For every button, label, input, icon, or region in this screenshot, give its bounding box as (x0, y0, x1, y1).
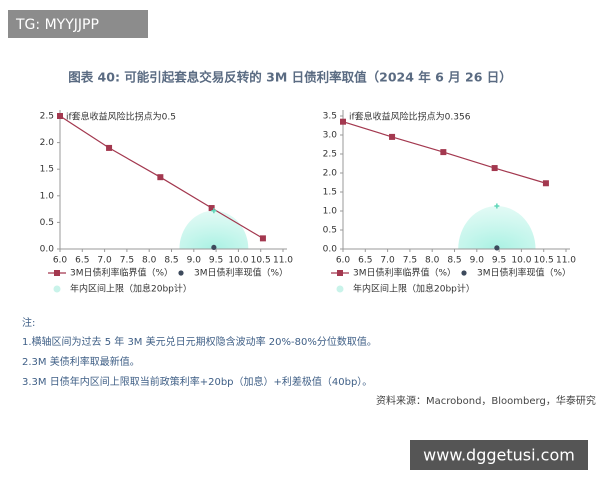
x-tick-label: 7.5 (120, 256, 134, 266)
legend-label: 年内区间上限（加息20bp计） (70, 283, 192, 295)
note: 3.3M 日债年内区间上限取当前政策利率+20bp（加息）+利差极值（40bp）… (22, 375, 372, 388)
x-tick-label: 7.5 (403, 256, 417, 266)
note: 2.3M 美债利率取最新值。 (22, 355, 140, 368)
x-tick-label: 8.0 (142, 256, 157, 266)
x-tick-label: 6.5 (75, 256, 89, 266)
point (340, 118, 346, 125)
footer-watermark-box (410, 440, 588, 470)
point (389, 133, 396, 140)
y-tick-label: 1.5 (40, 165, 54, 175)
x-tick-label: 8.5 (164, 256, 178, 266)
annotation: if套息收益风险比拐点为0.356 (349, 111, 471, 123)
source: 资料来源：Macrobond，Bloomberg，华泰研究 (376, 394, 596, 407)
current-point (494, 245, 500, 251)
watermark-box (8, 10, 148, 38)
upper-limit-area (458, 206, 536, 249)
legend-label: 3M日债利率临界值（%） (353, 267, 456, 279)
current-point (211, 244, 217, 251)
x-tick-label: 9.0 (187, 256, 202, 266)
legend-marker (336, 285, 344, 293)
upper-limit-area (179, 210, 249, 249)
note: 1.横轴区间为过去 5 年 3M 美元兑日元期权隐含波动率 20%-80%分位数… (22, 335, 377, 348)
y-tick-label: 2.5 (40, 112, 54, 122)
y-tick-label: 2.5 (323, 150, 337, 160)
y-tick-label: 2.0 (40, 138, 55, 148)
x-tick-label: 9.5 (492, 256, 506, 266)
x-tick-label: 6.5 (358, 256, 372, 266)
x-tick-label: 8.5 (447, 256, 461, 266)
y-tick-label: 3.5 (323, 112, 337, 122)
point (440, 149, 447, 156)
x-tick-label: 7.0 (380, 256, 395, 266)
y-tick-label: 0.0 (323, 245, 338, 255)
annotation: if套息收益风险比拐点为0.5 (66, 111, 176, 123)
x-tick-label: 10.5 (534, 256, 554, 266)
x-tick-label: 11.0 (273, 256, 293, 266)
y-tick-label: 1.0 (323, 207, 338, 217)
x-tick-label: 8.0 (425, 256, 440, 266)
point (208, 205, 215, 212)
upper-limit-point (211, 208, 217, 214)
x-tick-label: 10.5 (251, 256, 271, 266)
legend-marker (53, 285, 61, 293)
point (157, 174, 164, 181)
title: 图表 40: 可能引起套息交易反转的 3M 日债利率取值（2024 年 6 月 … (68, 70, 512, 85)
y-tick-label: 0.5 (323, 226, 337, 236)
y-tick-label: 1.5 (323, 188, 337, 198)
legend-marker (461, 270, 467, 276)
y-tick-label: 1.0 (40, 191, 55, 201)
legend-marker (178, 270, 184, 276)
legend-marker (337, 270, 343, 276)
y-tick-label: 3.0 (323, 131, 338, 141)
legend-marker (54, 270, 60, 276)
upper-limit-point (494, 203, 500, 209)
point (57, 113, 63, 119)
y-tick-label: 0.0 (40, 245, 55, 255)
legend-label: 3M日债利率临界值（%） (70, 267, 173, 279)
legend-label: 3M日债利率现值（%） (477, 267, 571, 279)
legend-label: 3M日债利率现值（%） (194, 267, 288, 279)
notes-heading: 注: (22, 316, 35, 329)
x-tick-label: 10.0 (511, 256, 531, 266)
legend-label: 年内区间上限（加息20bp计） (353, 283, 475, 295)
point (542, 180, 549, 187)
point (491, 165, 498, 172)
x-tick-label: 6.0 (336, 256, 351, 266)
x-tick-label: 6.0 (53, 256, 68, 266)
x-tick-label: 11.0 (556, 256, 576, 266)
point (106, 144, 113, 151)
x-tick-label: 10.0 (228, 256, 248, 266)
y-tick-label: 2.0 (323, 169, 338, 179)
x-tick-label: 9.0 (470, 256, 485, 266)
footer-watermark: www.dggetusi.com (423, 446, 575, 465)
point (259, 235, 266, 242)
x-tick-label: 9.5 (209, 256, 223, 266)
watermark: TG: MYYJJPP (15, 17, 99, 33)
y-tick-label: 0.5 (40, 218, 54, 228)
x-tick-label: 7.0 (97, 256, 112, 266)
